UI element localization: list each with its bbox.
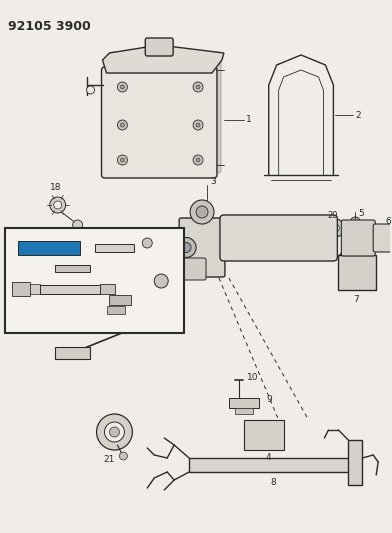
Bar	[189, 458, 353, 472]
Circle shape	[190, 200, 214, 224]
FancyBboxPatch shape	[179, 218, 225, 277]
Text: 10: 10	[247, 374, 258, 383]
Circle shape	[181, 243, 191, 253]
FancyBboxPatch shape	[373, 224, 392, 252]
Text: 4: 4	[266, 453, 272, 462]
Circle shape	[73, 220, 83, 230]
Text: 92105 3900: 92105 3900	[8, 20, 91, 33]
Circle shape	[120, 452, 127, 460]
Circle shape	[118, 155, 127, 165]
Circle shape	[154, 274, 168, 288]
Text: 17: 17	[167, 271, 178, 279]
Circle shape	[196, 158, 200, 162]
FancyBboxPatch shape	[102, 67, 217, 178]
Polygon shape	[18, 241, 80, 255]
Polygon shape	[40, 285, 100, 294]
Text: 7: 7	[354, 295, 359, 304]
Polygon shape	[94, 244, 134, 252]
Text: 11: 11	[23, 233, 33, 243]
Circle shape	[327, 219, 344, 237]
Text: 13: 13	[59, 254, 70, 262]
Circle shape	[105, 422, 124, 442]
FancyBboxPatch shape	[145, 38, 173, 56]
Text: 3: 3	[210, 177, 216, 187]
Bar	[169, 228, 183, 236]
Circle shape	[196, 85, 200, 89]
Circle shape	[350, 217, 360, 227]
Text: 12: 12	[154, 230, 165, 239]
Circle shape	[193, 155, 203, 165]
Circle shape	[50, 197, 66, 213]
Circle shape	[109, 427, 120, 437]
Circle shape	[96, 414, 132, 450]
Circle shape	[54, 201, 62, 209]
Text: 2: 2	[355, 110, 361, 119]
Text: 9: 9	[267, 395, 272, 405]
Circle shape	[176, 238, 196, 257]
Bar	[235, 408, 253, 414]
Text: 21: 21	[104, 455, 115, 464]
Text: 5: 5	[358, 208, 364, 217]
Bar	[169, 248, 183, 256]
Text: 18: 18	[50, 182, 61, 191]
Text: 6: 6	[385, 217, 391, 227]
Text: 14: 14	[89, 254, 100, 262]
FancyBboxPatch shape	[220, 215, 338, 261]
Circle shape	[120, 123, 124, 127]
FancyBboxPatch shape	[109, 52, 221, 173]
Text: 19: 19	[114, 311, 125, 320]
Circle shape	[193, 120, 203, 130]
Circle shape	[118, 82, 127, 92]
Polygon shape	[18, 243, 80, 253]
Circle shape	[367, 222, 373, 228]
Bar	[55, 347, 89, 359]
Text: 8: 8	[271, 478, 277, 487]
Circle shape	[193, 82, 203, 92]
Circle shape	[196, 123, 200, 127]
Polygon shape	[102, 45, 224, 73]
FancyBboxPatch shape	[172, 258, 206, 280]
Circle shape	[120, 85, 124, 89]
Bar	[338, 255, 376, 290]
Bar	[5, 228, 184, 333]
Bar	[229, 398, 259, 408]
Circle shape	[142, 238, 152, 248]
Polygon shape	[55, 264, 89, 271]
Bar	[169, 238, 183, 246]
Bar	[107, 306, 125, 314]
Bar	[244, 420, 284, 450]
Bar	[12, 282, 30, 296]
Text: 16: 16	[109, 303, 120, 311]
Text: 1: 1	[246, 116, 252, 125]
Circle shape	[120, 158, 124, 162]
Bar	[348, 440, 362, 485]
Bar	[30, 284, 40, 294]
Circle shape	[118, 120, 127, 130]
Text: 20: 20	[327, 211, 338, 220]
Bar	[100, 284, 116, 294]
FancyBboxPatch shape	[341, 220, 375, 256]
Bar	[109, 295, 131, 305]
Circle shape	[87, 86, 94, 94]
Circle shape	[196, 206, 208, 218]
Text: 15: 15	[33, 295, 43, 304]
Circle shape	[331, 224, 339, 232]
